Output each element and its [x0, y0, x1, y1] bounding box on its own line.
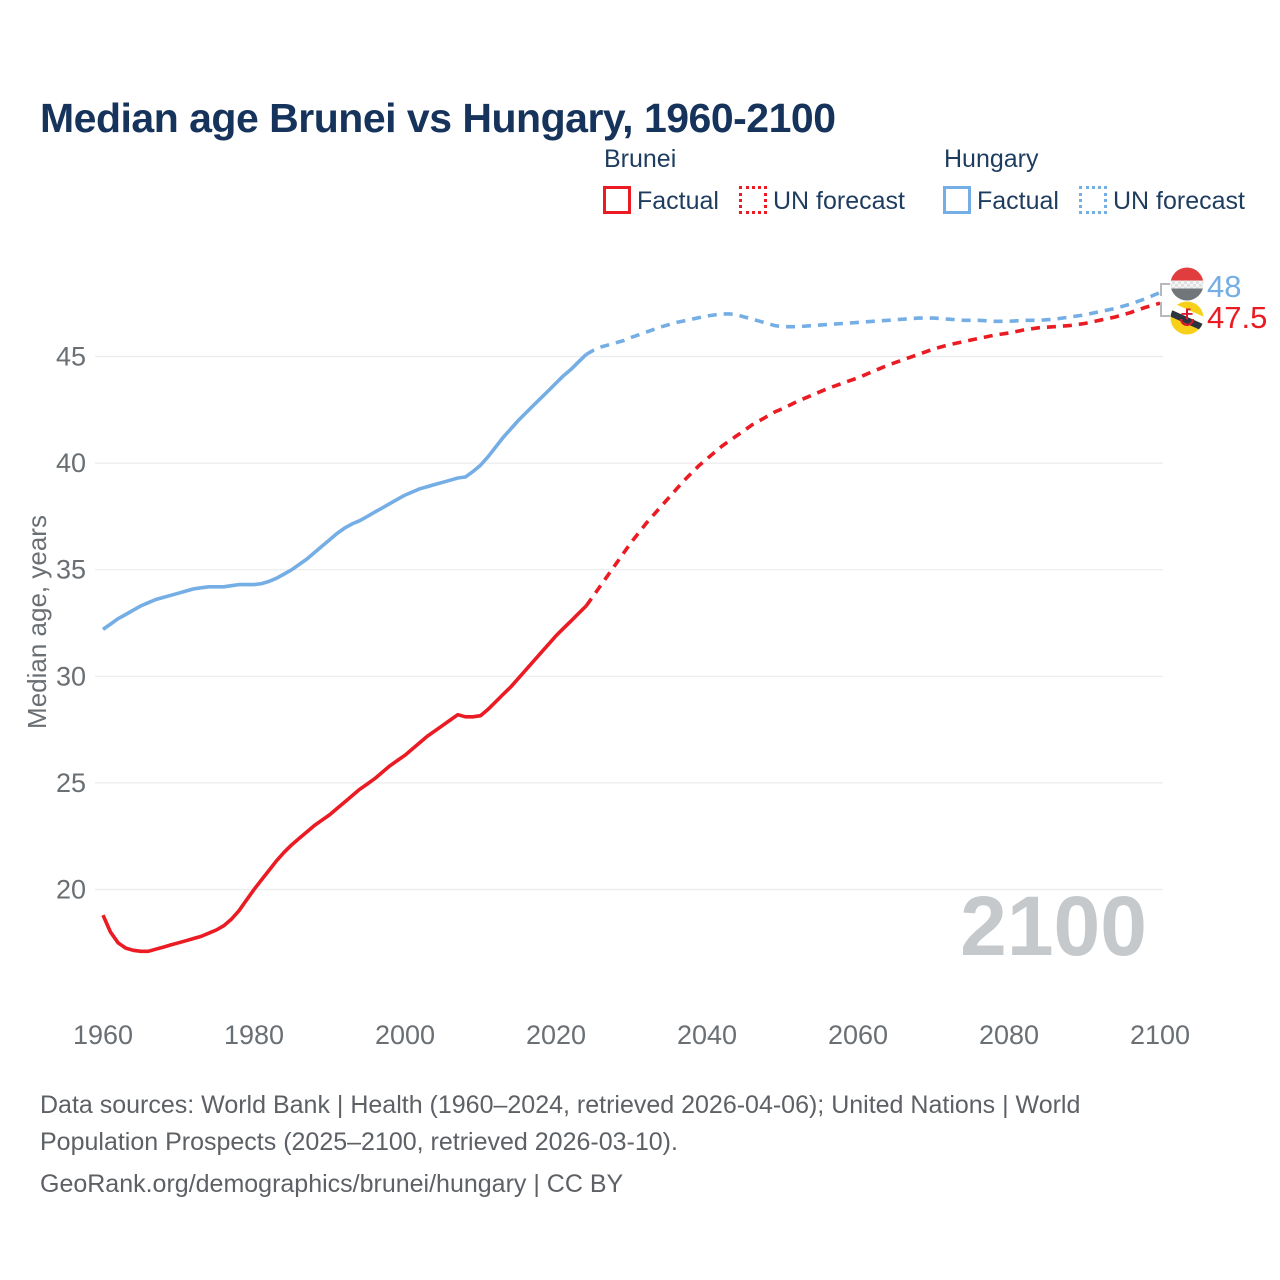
legend-swatch-hungary-factual[interactable] [943, 186, 971, 214]
hungary-label-connector [1160, 283, 1170, 296]
y-tick-label-30: 30 [56, 661, 86, 691]
x-tick-label-2080: 2080 [979, 1020, 1039, 1050]
y-tick-label-20: 20 [56, 875, 86, 905]
attribution-link[interactable]: GeoRank.org/demographics/brunei/hungary … [40, 1170, 624, 1198]
y-axis-title: Median age, years [22, 515, 52, 729]
page-title: Median age Brunei vs Hungary, 1960-2100 [40, 95, 836, 142]
y-tick-label-35: 35 [56, 555, 86, 585]
x-tick-label-2000: 2000 [375, 1020, 435, 1050]
legend-label-hungary-forecast[interactable]: UN forecast [1113, 187, 1245, 215]
x-tick-label-1960: 1960 [73, 1020, 133, 1050]
hungary-flag-icon [1170, 267, 1204, 301]
x-tick-label-2100: 2100 [1130, 1020, 1190, 1050]
x-tick-label-1980: 1980 [224, 1020, 284, 1050]
x-tick-label-2020: 2020 [526, 1020, 586, 1050]
legend-group-hungary-header: Hungary [944, 145, 1039, 173]
legend-swatch-brunei-factual[interactable] [603, 186, 631, 214]
series-line-brunei-factual [101, 604, 588, 954]
series-line-hungary-un-forecast [585, 290, 1161, 356]
x-tick-label-2040: 2040 [677, 1020, 737, 1050]
watermark-year: 2100 [960, 879, 1147, 973]
legend-group-brunei-header: Brunei [604, 145, 677, 173]
series-line-brunei-un-forecast [584, 301, 1161, 607]
data-sources-line1: Data sources: World Bank | Health (1960–… [40, 1091, 1081, 1119]
series-line-hungary-factual [101, 353, 588, 631]
legend-label-hungary-factual[interactable]: Factual [977, 187, 1059, 215]
x-tick-label-2060: 2060 [828, 1020, 888, 1050]
legend-swatch-hungary-forecast[interactable] [1079, 186, 1107, 214]
brunei-end-value: 47.5 [1207, 300, 1268, 335]
data-sources-line2: Population Prospects (2025–2100, retriev… [40, 1128, 678, 1156]
hungary-end-value: 48 [1207, 269, 1242, 304]
legend-label-brunei-factual[interactable]: Factual [637, 187, 719, 215]
y-tick-label-25: 25 [56, 768, 86, 798]
brunei-crest [1180, 308, 1194, 326]
brunei-flag-icon [1170, 301, 1204, 335]
y-tick-label-40: 40 [56, 448, 86, 478]
y-tick-label-45: 45 [56, 342, 86, 372]
legend-label-brunei-forecast[interactable]: UN forecast [773, 187, 905, 215]
brunei-label-connector [1160, 302, 1170, 317]
legend-swatch-brunei-forecast[interactable] [739, 186, 767, 214]
